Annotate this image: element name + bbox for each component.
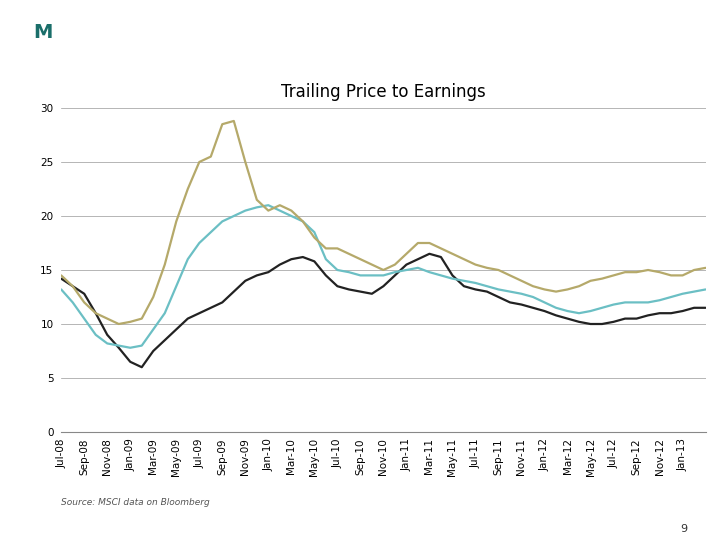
MSCI World (Developed) xyxy=(114,321,123,327)
Text: Frontier PEs often lower than emerging, developed: Frontier PEs often lower than emerging, … xyxy=(101,22,620,40)
MSCI Frontier xyxy=(80,291,89,297)
Text: Source: MSCI data on Bloomberg: Source: MSCI data on Bloomberg xyxy=(61,498,210,507)
Line: MSCI Emerging: MSCI Emerging xyxy=(61,205,706,348)
MSCI World (Developed) xyxy=(253,197,261,203)
Title: Trailing Price to Earnings: Trailing Price to Earnings xyxy=(281,83,486,101)
MSCI World (Developed) xyxy=(57,272,66,279)
MSCI Frontier xyxy=(701,305,710,311)
MSCI World (Developed) xyxy=(356,256,365,262)
MSCI Frontier xyxy=(517,301,526,308)
MSCI Frontier xyxy=(241,278,250,284)
MSCI Emerging xyxy=(356,272,365,279)
MSCI Emerging xyxy=(126,345,135,351)
Text: 9: 9 xyxy=(680,524,688,534)
MSCI Frontier xyxy=(57,275,66,282)
MSCI Emerging xyxy=(57,286,66,293)
MSCI World (Developed) xyxy=(230,118,238,124)
MSCI Frontier xyxy=(425,251,433,257)
MSCI Frontier xyxy=(345,286,354,293)
MSCI Emerging xyxy=(80,315,89,322)
MSCI Emerging xyxy=(701,286,710,293)
MSCI Frontier xyxy=(528,305,537,311)
MSCI Emerging xyxy=(241,207,250,214)
FancyBboxPatch shape xyxy=(7,5,79,59)
MSCI World (Developed) xyxy=(80,299,89,306)
MSCI World (Developed) xyxy=(528,283,537,289)
Text: M: M xyxy=(34,23,53,42)
MSCI Emerging xyxy=(528,294,537,300)
MSCI Frontier xyxy=(91,310,100,316)
Line: MSCI World (Developed): MSCI World (Developed) xyxy=(61,121,706,324)
MSCI Emerging xyxy=(517,291,526,297)
MSCI Emerging xyxy=(91,332,100,338)
Line: MSCI Frontier: MSCI Frontier xyxy=(61,254,706,367)
MSCI World (Developed) xyxy=(517,278,526,284)
MSCI World (Developed) xyxy=(91,310,100,316)
MSCI World (Developed) xyxy=(701,265,710,271)
MSCI Emerging xyxy=(264,202,273,208)
MSCI Frontier xyxy=(138,364,146,370)
